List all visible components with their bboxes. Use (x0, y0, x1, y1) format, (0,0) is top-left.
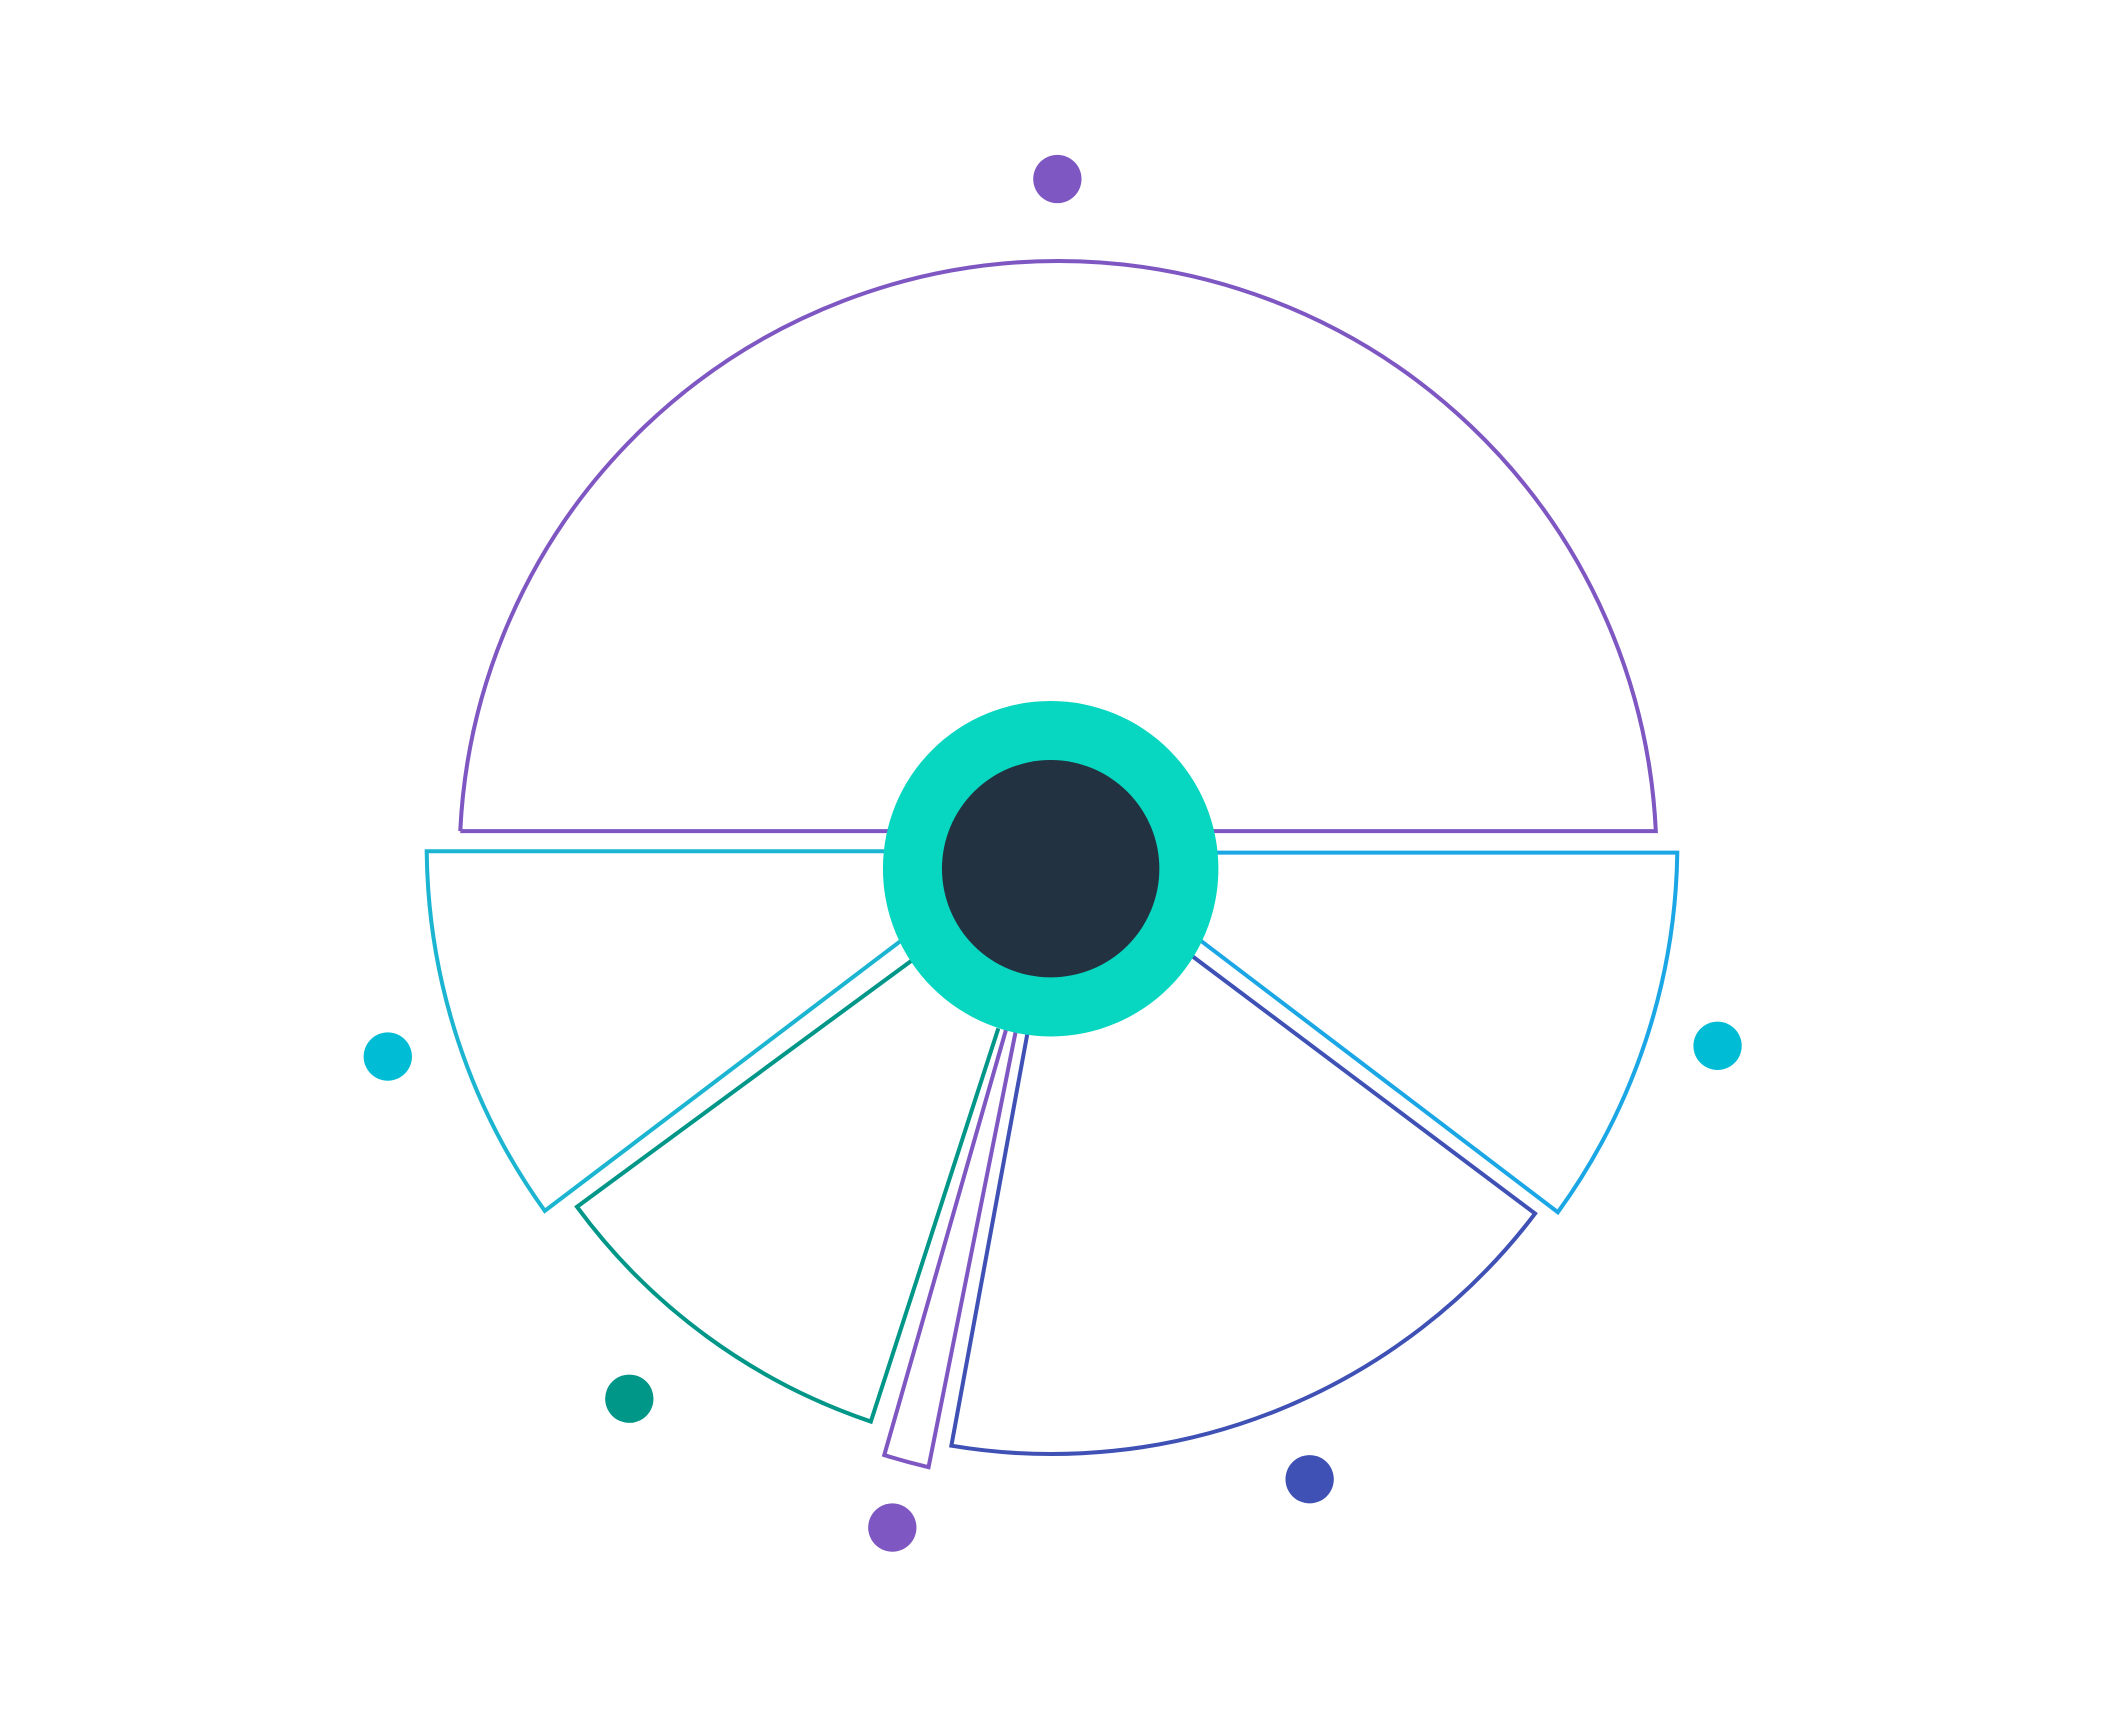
marker-dot-bottom-narrow[interactable] (868, 1503, 917, 1552)
segment-bottom-narrow[interactable] (881, 1027, 1018, 1470)
marker-dot-bottom-left[interactable] (605, 1374, 654, 1423)
marker-dot-top[interactable] (1033, 154, 1082, 204)
segment-bottom-left[interactable] (574, 958, 1001, 1425)
segment-right[interactable] (1198, 850, 1680, 1216)
segment-bottom-right[interactable] (949, 952, 1538, 1457)
marker-dot-left[interactable] (363, 1032, 412, 1081)
marker-dot-right[interactable] (1693, 1021, 1742, 1070)
segment-left[interactable] (424, 849, 902, 1214)
segment-top[interactable] (458, 258, 1658, 834)
marker-dot-bottom-right[interactable] (1285, 1455, 1334, 1504)
hub-core[interactable] (941, 760, 1160, 978)
